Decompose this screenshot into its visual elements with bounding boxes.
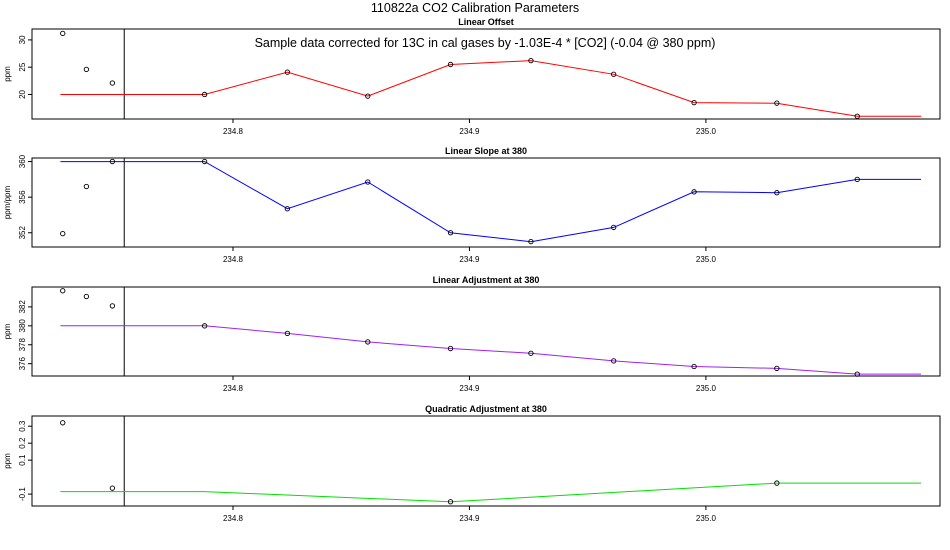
series-line bbox=[60, 60, 922, 117]
data-point bbox=[854, 371, 860, 377]
data-point bbox=[284, 69, 291, 75]
y-tick-label: 382 bbox=[18, 300, 27, 314]
data-point bbox=[528, 57, 534, 64]
panel-title: Linear Slope at 380 bbox=[445, 146, 527, 156]
y-tick-label: 380 bbox=[18, 319, 27, 333]
panel-title: Quadratic Adjustment at 380 bbox=[425, 404, 547, 414]
y-axis-label: ppm bbox=[3, 453, 12, 469]
data-point bbox=[284, 330, 291, 337]
panel-title: Linear Offset bbox=[458, 17, 514, 27]
outlier-point bbox=[83, 293, 90, 300]
data-point bbox=[201, 91, 208, 98]
panel-1: Linear Offset ppm 20 25 30 234.8 234.9 235.0 bbox=[3, 17, 941, 136]
data-point bbox=[611, 71, 617, 77]
y-tick-label: 20 bbox=[18, 89, 27, 98]
data-point bbox=[611, 224, 617, 231]
x-tick-label: 234.8 bbox=[223, 384, 244, 393]
x-tick-label: 234.9 bbox=[459, 127, 480, 136]
outlier-point bbox=[109, 80, 116, 86]
plot-frame bbox=[31, 28, 941, 120]
data-point bbox=[201, 158, 208, 165]
data-point bbox=[691, 363, 697, 370]
x-tick-label: 234.8 bbox=[223, 255, 244, 264]
outlier-point bbox=[60, 30, 66, 37]
outlier-point bbox=[83, 183, 90, 190]
x-tick-label: 234.9 bbox=[459, 514, 480, 523]
data-point bbox=[528, 239, 534, 245]
y-tick-label: 352 bbox=[18, 226, 27, 240]
data-point bbox=[854, 176, 860, 183]
data-point bbox=[528, 350, 534, 356]
series-line bbox=[60, 482, 922, 503]
y-tick-label: 30 bbox=[18, 35, 27, 44]
plot-frame bbox=[31, 415, 941, 507]
outlier-point bbox=[60, 230, 66, 237]
outlier-point bbox=[109, 158, 116, 165]
x-tick-label: 235.0 bbox=[696, 514, 717, 523]
panel-2: Linear Slope at 380 ppm/ppm 352 356 360 234.8… bbox=[3, 146, 941, 264]
outlier-point bbox=[109, 303, 116, 309]
y-tick-label: -0.1 bbox=[18, 487, 27, 501]
data-point bbox=[447, 230, 454, 236]
outlier-point bbox=[109, 485, 116, 491]
data-point bbox=[691, 99, 697, 106]
data-point bbox=[774, 365, 780, 372]
x-tick-label: 235.0 bbox=[696, 384, 717, 393]
x-tick-label: 234.8 bbox=[223, 127, 244, 136]
y-tick-label: 360 bbox=[18, 154, 27, 168]
data-point bbox=[447, 499, 454, 505]
data-point bbox=[365, 179, 371, 185]
data-point bbox=[611, 358, 617, 364]
panel-4: Quadratic Adjustment at 380 ppm -0.1 0.1 0.2… bbox=[3, 404, 941, 523]
y-tick-label: 378 bbox=[18, 338, 27, 352]
y-tick-label: 0.3 bbox=[18, 420, 27, 432]
data-point bbox=[774, 100, 780, 106]
y-axis-label: ppm bbox=[3, 323, 12, 339]
data-point bbox=[365, 339, 371, 345]
data-point bbox=[774, 190, 780, 196]
data-point bbox=[447, 61, 454, 68]
data-point bbox=[201, 323, 208, 329]
data-point bbox=[774, 480, 780, 486]
plot-frame bbox=[31, 157, 941, 248]
correction-annotation: Sample data corrected for 13C in cal gas… bbox=[255, 36, 716, 50]
y-axis-label: ppm/ppm bbox=[3, 185, 12, 219]
x-tick-label: 234.9 bbox=[459, 384, 480, 393]
outlier-point bbox=[83, 66, 90, 73]
figure-title: 110822a CO2 Calibration Parameters bbox=[371, 1, 579, 15]
x-tick-label: 234.8 bbox=[223, 514, 244, 523]
outlier-point bbox=[60, 420, 66, 426]
y-tick-label: 376 bbox=[18, 356, 27, 370]
panel-title: Linear Adjustment at 380 bbox=[433, 275, 540, 285]
data-point bbox=[854, 113, 860, 119]
y-tick-label: 0.2 bbox=[18, 437, 27, 449]
x-tick-label: 234.9 bbox=[459, 255, 480, 264]
data-point bbox=[365, 93, 371, 99]
y-tick-label: 25 bbox=[18, 62, 27, 71]
data-point bbox=[447, 345, 454, 352]
panel-3: Linear Adjustment at 380 ppm 376 378 380 382 2… bbox=[3, 275, 941, 393]
y-axis-label: ppm bbox=[3, 66, 12, 82]
data-point bbox=[691, 189, 697, 195]
data-point bbox=[284, 206, 291, 212]
outlier-point bbox=[60, 288, 66, 294]
x-tick-label: 235.0 bbox=[696, 255, 717, 264]
x-tick-label: 235.0 bbox=[696, 127, 717, 136]
plot-frame bbox=[31, 286, 941, 377]
y-tick-label: 356 bbox=[18, 190, 27, 204]
series-line bbox=[60, 161, 922, 243]
series-line bbox=[60, 325, 922, 375]
y-tick-label: 0.1 bbox=[18, 454, 27, 466]
